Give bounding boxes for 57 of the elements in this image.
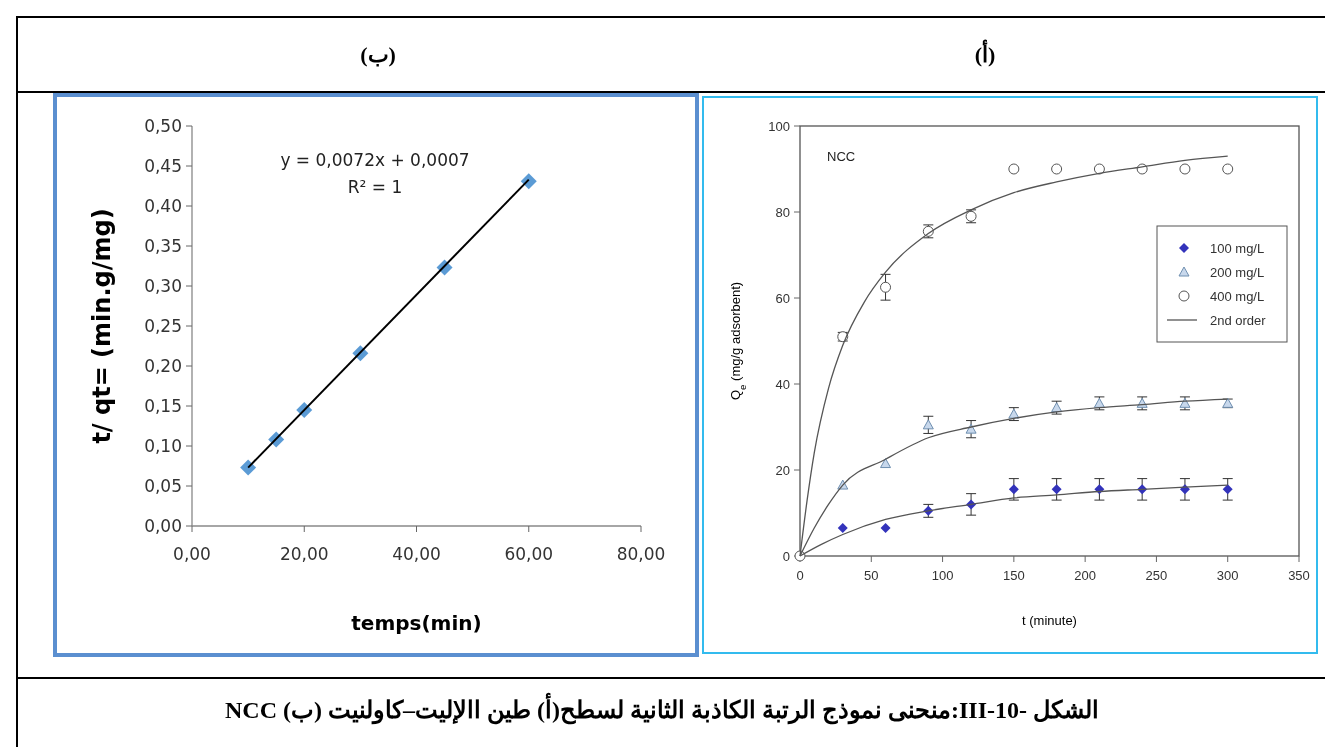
y-tick-label: 0,50: [144, 115, 182, 136]
point: [1008, 163, 1020, 175]
x-tick-label: 350: [1288, 568, 1310, 583]
y-tick-label: 40: [775, 376, 790, 392]
legend-label: 2nd order: [1210, 312, 1267, 328]
point: [240, 459, 257, 476]
point: [880, 281, 892, 293]
y-tick-label: 0,25: [144, 315, 182, 336]
legend-label: 400 mg/L: [1210, 288, 1265, 304]
y-tick-label: 0,15: [144, 395, 182, 416]
x-tick-label: 40,00: [392, 544, 441, 564]
point: [1051, 163, 1063, 175]
y-tick-label: 60: [775, 290, 790, 306]
point: [880, 458, 892, 469]
x-axis-title: t (minute): [1022, 613, 1077, 628]
x-tick-label: 80,00: [616, 544, 666, 564]
annotation: R² = 1: [347, 177, 403, 197]
point: [922, 419, 934, 430]
x-tick-label: 150: [1003, 568, 1025, 583]
y-tick-label: 0,35: [144, 235, 182, 256]
y-tick-label: 0,20: [144, 355, 182, 376]
y-tick-label: 80: [775, 204, 790, 220]
x-tick-label: 20,00: [279, 544, 329, 564]
x-tick-label: 200: [1074, 568, 1096, 583]
x-tick-label: 300: [1216, 568, 1239, 583]
y-tick-label: 0,45: [144, 155, 182, 176]
x-tick-label: 0,00: [173, 544, 211, 564]
annotation: y = 0,0072x + 0,0007: [280, 150, 470, 170]
x-tick-label: 250: [1145, 568, 1168, 583]
point: [837, 523, 848, 534]
y-tick-label: 0,10: [144, 435, 182, 456]
point: [1051, 484, 1062, 495]
point: [1179, 163, 1191, 175]
point: [1222, 484, 1233, 495]
point: [880, 523, 891, 534]
legend-label: 200 mg/L: [1210, 264, 1265, 280]
legend-label: 100 mg/L: [1210, 240, 1265, 256]
point: [1008, 484, 1019, 495]
x-tick-label: 100: [931, 568, 954, 583]
y-tick-label: 0,05: [144, 475, 182, 496]
y-axis-title: t/ qt= (min.g/mg): [88, 208, 116, 444]
chart-title: (ب): [360, 42, 396, 67]
x-tick-label: 50: [864, 568, 879, 583]
point: [1094, 484, 1105, 495]
y-tick-label: 0,30: [144, 275, 182, 296]
text: الشكل -III-10:منحنى نموذج الرتبة الكاذبة الثانية لسطح(أ) طين االإليت–كاولنيت (ب) NCC: [225, 692, 1099, 725]
x-axis-title: temps(min): [351, 611, 482, 635]
point: [1093, 163, 1105, 175]
x-tick-label: 0: [796, 568, 804, 583]
y-tick-label: 100: [768, 118, 790, 134]
chart-title: (أ): [974, 39, 996, 67]
y-tick-label: 0,00: [144, 515, 182, 536]
annotation: NCC: [827, 149, 856, 164]
point: [1222, 163, 1234, 175]
y-tick-label: 0,40: [144, 195, 182, 216]
y-tick-label: 20: [775, 462, 790, 478]
x-tick-label: 60,00: [504, 544, 554, 564]
